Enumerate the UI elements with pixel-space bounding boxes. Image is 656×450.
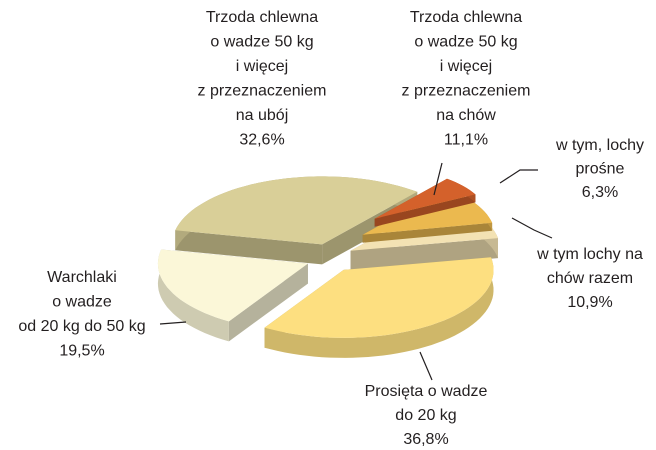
slice-label: w tym lochy na: [536, 246, 643, 263]
slice-label: Prosięta o wadze: [365, 383, 488, 400]
labels: Trzoda chlewna o wadze 50 kg i więcej z prz…: [18, 9, 644, 448]
leader-line: [499, 169, 538, 184]
slice-side: [350, 238, 498, 271]
slice: [175, 176, 418, 245]
slice-side: [228, 263, 308, 342]
slice-side: [175, 230, 323, 265]
slice-label: na chów: [436, 107, 496, 124]
slice: [157, 249, 308, 322]
value-label: 10,9%: [567, 294, 612, 311]
value-label: 19,5%: [59, 343, 104, 360]
value-label: 11,1%: [444, 132, 488, 149]
slice-side: [362, 222, 493, 243]
slice-label: o wadze: [52, 294, 112, 311]
pie: [157, 176, 498, 358]
slice-side: [374, 194, 476, 227]
slice: [374, 178, 476, 219]
slice-wall: [264, 257, 494, 358]
slice-label: od 20 kg do 50 kg: [18, 318, 145, 335]
slice-label: Trzoda chlewna: [410, 9, 522, 26]
leader-line: [159, 321, 187, 325]
slice-label: prośne: [576, 161, 625, 178]
slice-label: z przeznaczeniem: [402, 83, 531, 100]
slice-label: z przeznaczeniem: [198, 83, 327, 100]
slice-label: i więcej: [236, 58, 288, 75]
slice-label: do 20 kg: [395, 407, 456, 424]
slice-label: Warchlaki: [47, 269, 117, 286]
slice: [264, 257, 494, 338]
leader-line: [511, 217, 553, 239]
slice-label: o wadze 50 kg: [414, 34, 517, 51]
slice-label: na ubój: [236, 107, 289, 124]
slice-label: o wadze 50 kg: [210, 34, 313, 51]
leader-line: [419, 351, 433, 381]
slice-wall: [157, 249, 229, 342]
slice-label: Trzoda chlewna: [206, 9, 318, 26]
value-label: 32,6%: [239, 132, 284, 149]
slice-label: w tym, lochy: [555, 137, 644, 154]
leader-line: [433, 162, 443, 196]
value-label: 6,3%: [582, 184, 618, 201]
slice-label: i więcej: [440, 58, 492, 75]
slice-label: chów razem: [547, 270, 633, 287]
value-label: 36,8%: [403, 431, 448, 448]
